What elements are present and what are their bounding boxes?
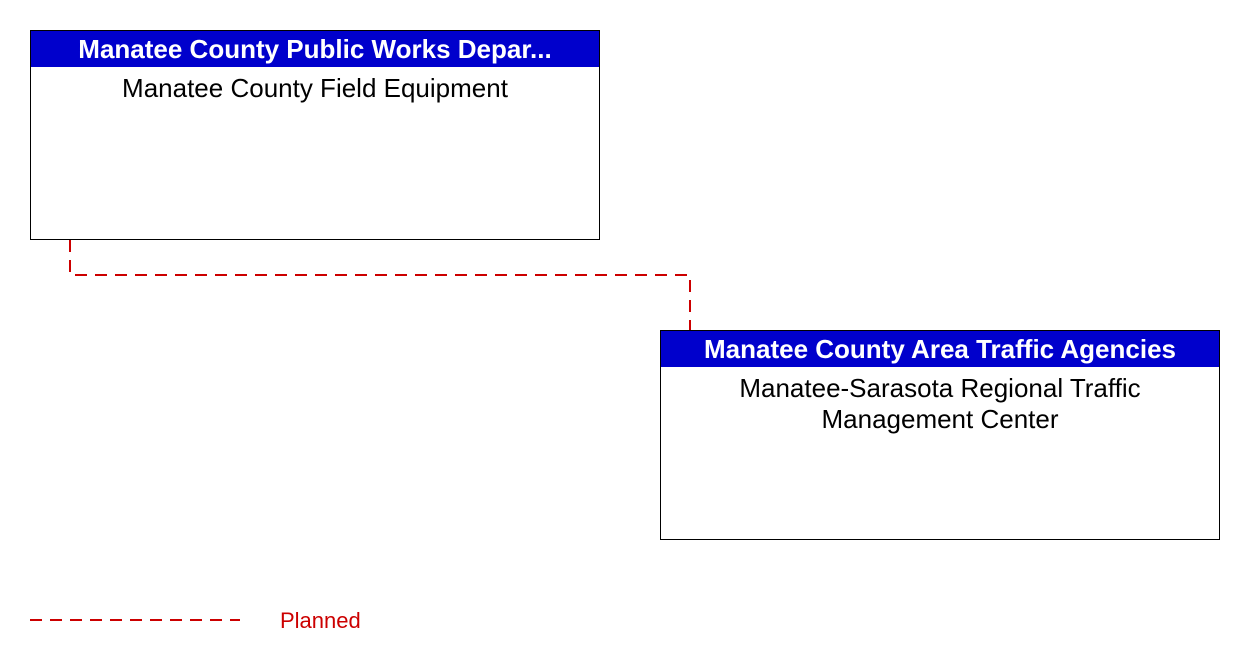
node-field-equipment: Manatee County Public Works Depar... Man… xyxy=(30,30,600,240)
node-traffic-mgmt-center-body: Manatee-Sarasota Regional Traffic Manage… xyxy=(661,367,1219,539)
node-field-equipment-body: Manatee County Field Equipment xyxy=(31,67,599,239)
node-traffic-mgmt-center-header: Manatee County Area Traffic Agencies xyxy=(661,331,1219,367)
node-field-equipment-header: Manatee County Public Works Depar... xyxy=(31,31,599,67)
connector-a-b xyxy=(70,240,690,330)
legend-label: Planned xyxy=(280,608,361,634)
node-traffic-mgmt-center: Manatee County Area Traffic Agencies Man… xyxy=(660,330,1220,540)
